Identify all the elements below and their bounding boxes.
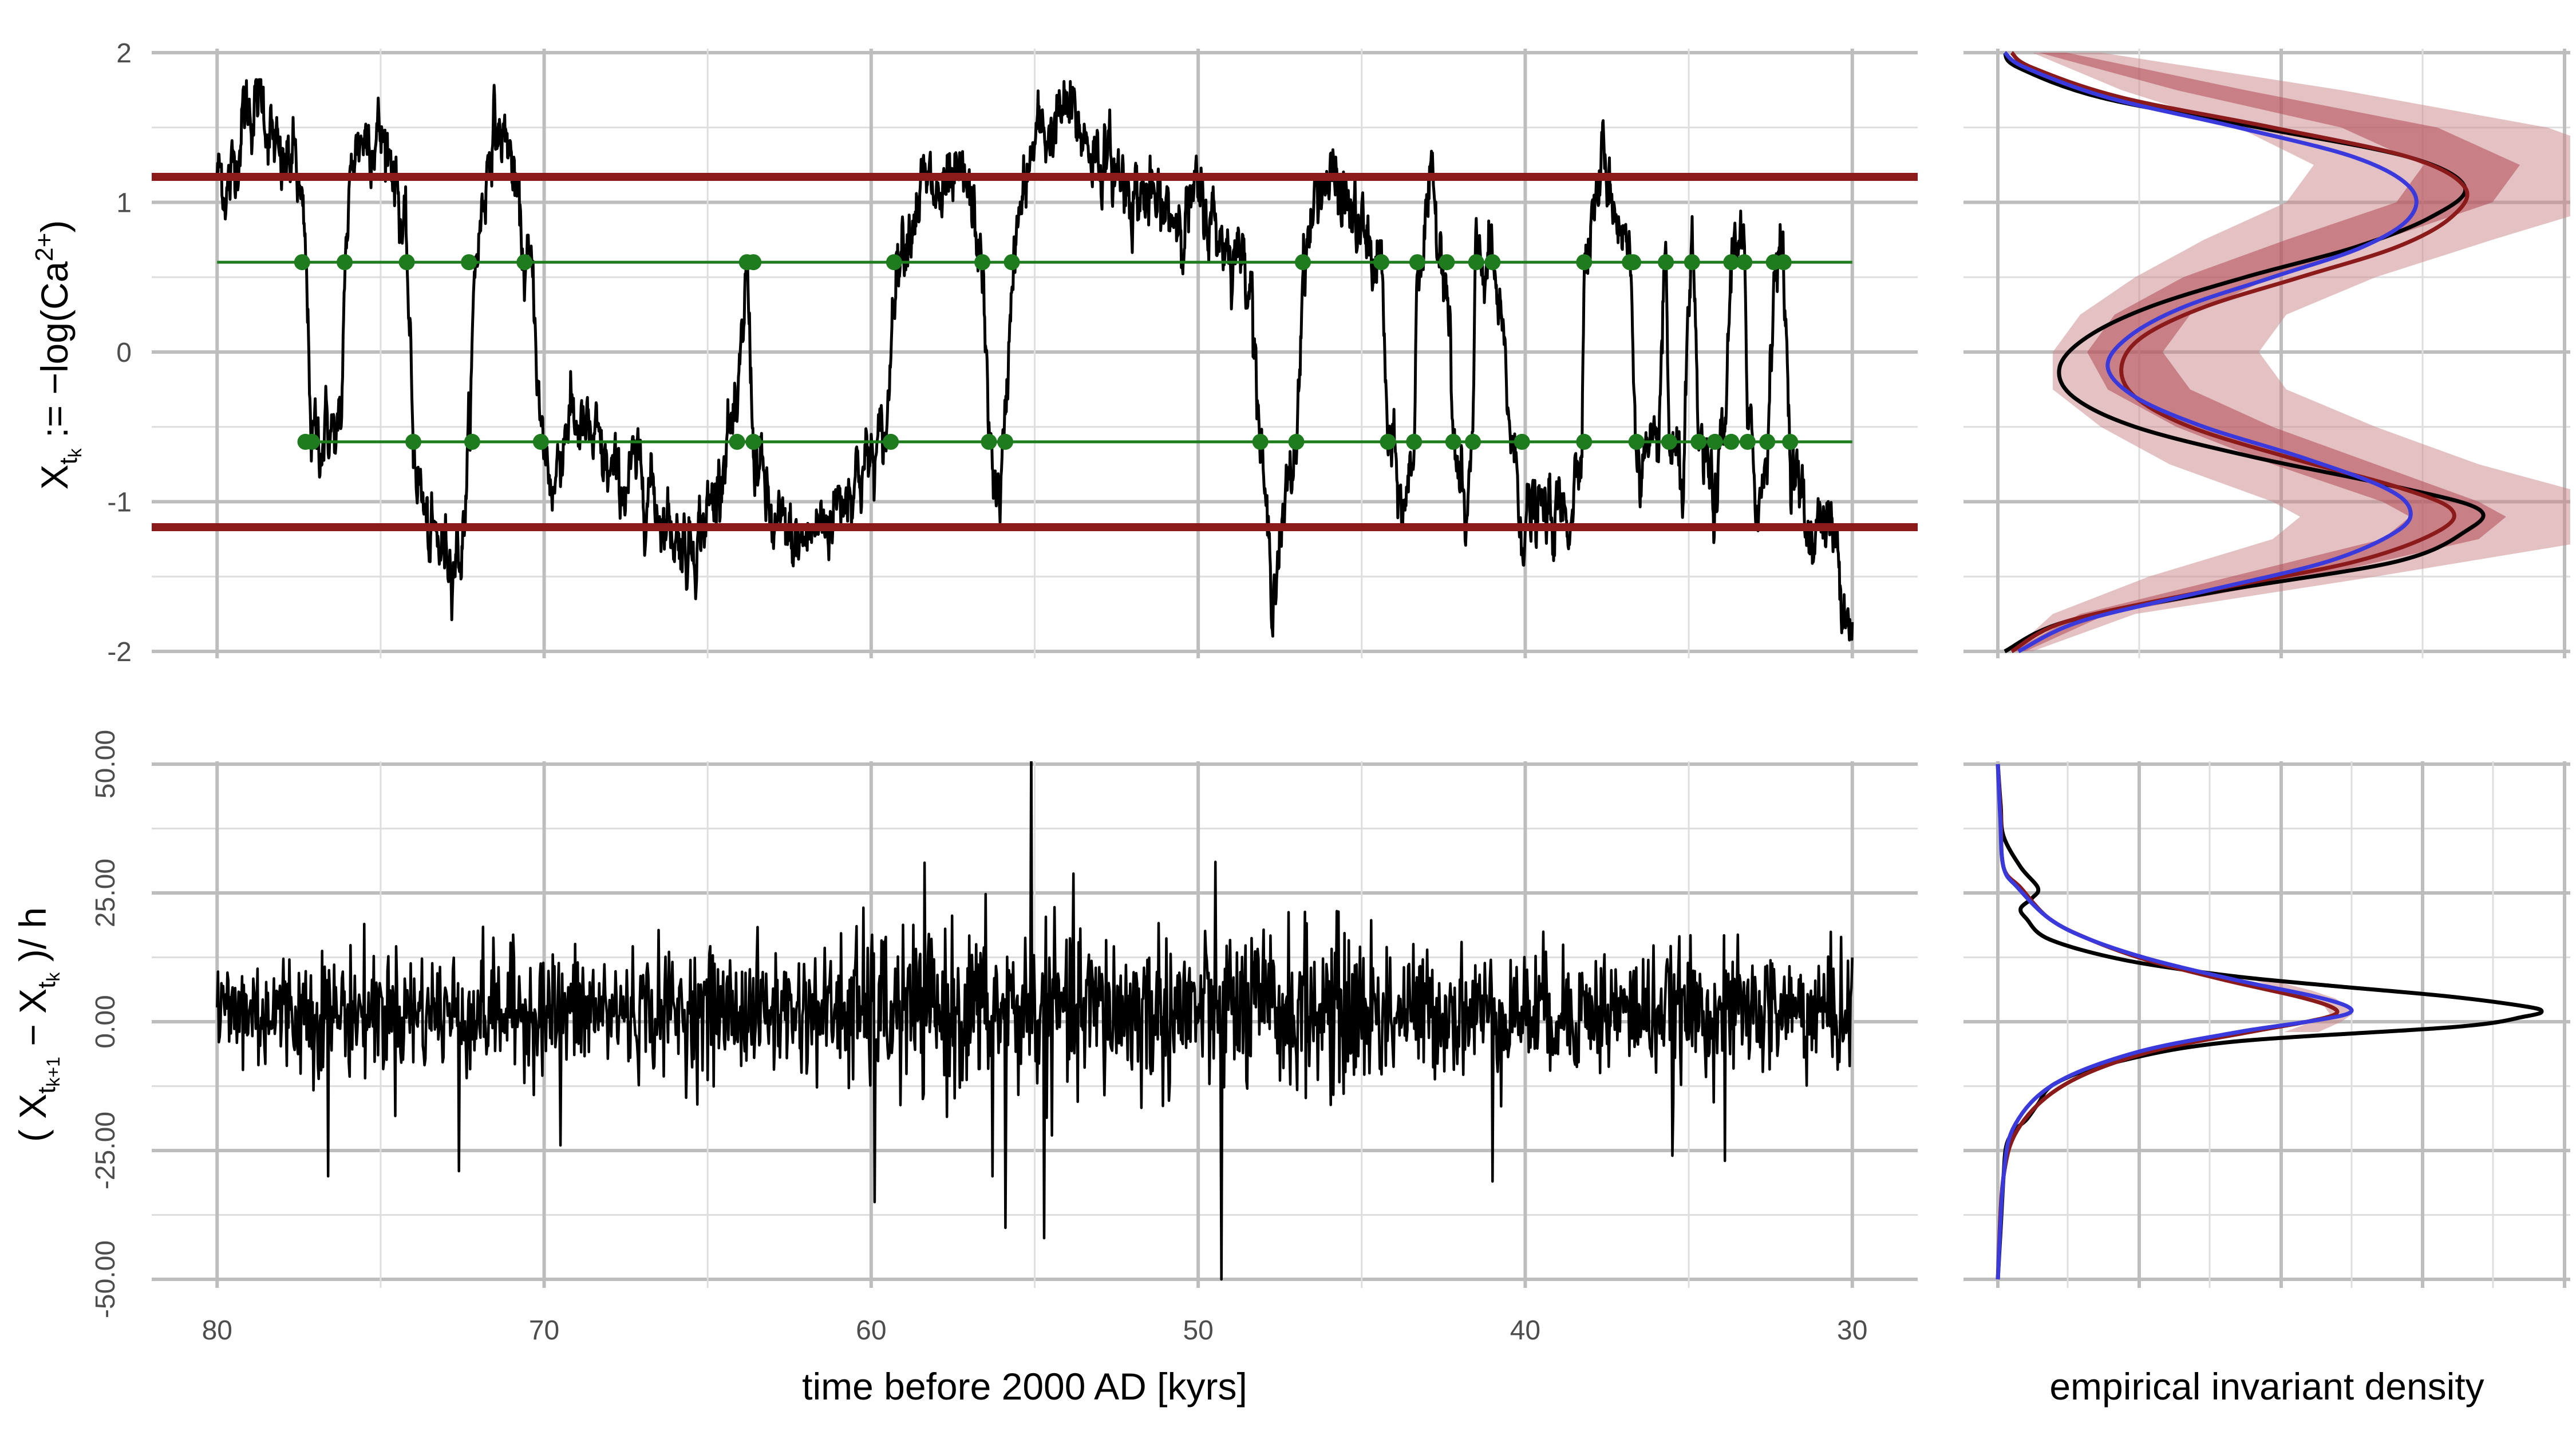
transition-point [974, 254, 991, 271]
transition-point [997, 433, 1014, 450]
increments-x-tick-labels: 80 70 60 50 40 30 [202, 1315, 1868, 1346]
y-tick-label: -1 [107, 488, 132, 518]
transition-point [1690, 433, 1707, 450]
density-band-inner [2012, 53, 2520, 651]
transition-point [1706, 433, 1723, 450]
transition-point [1484, 254, 1501, 271]
y-tick-label: 0 [116, 338, 132, 368]
increments-y-tick-labels: -50.00 -25.00 0.00 25.00 50.00 [90, 730, 121, 1318]
transition-point [337, 254, 353, 271]
transition-point [745, 433, 762, 450]
transition-point [398, 254, 415, 271]
transition-point [294, 254, 310, 271]
transition-point [1736, 254, 1753, 271]
x-tick-label: 50 [1183, 1315, 1213, 1346]
y-tick-label: -25.00 [90, 1112, 121, 1189]
timeseries-y-axis-title: Xtk := −log(Ca2+) [30, 220, 85, 490]
transition-point [1739, 433, 1756, 450]
density-curve [1996, 764, 2340, 1280]
transition-point [1775, 254, 1792, 271]
transition-point [1661, 433, 1677, 450]
transition-point [532, 433, 549, 450]
calcium-series-line [215, 78, 1854, 642]
y-tick-label: 25.00 [90, 859, 121, 927]
transition-point [981, 433, 997, 450]
x-tick-label: 40 [1510, 1315, 1540, 1346]
transition-point [1288, 433, 1305, 450]
transition-point [1684, 254, 1700, 271]
transition-point [1439, 254, 1455, 271]
y-tick-label: 50.00 [90, 730, 121, 798]
transition-point [1373, 254, 1390, 271]
y-tick-label: 2 [116, 38, 132, 69]
transition-point [1409, 254, 1425, 271]
panel-timeseries: -2 -1 0 1 2 Xtk := −log(Ca2+) [30, 38, 1918, 667]
transition-point [883, 433, 899, 450]
x-axis-title: time before 2000 AD [kyrs] [802, 1365, 1247, 1408]
y-tick-label: -50.00 [90, 1240, 121, 1318]
transition-point [516, 254, 533, 271]
transition-point [461, 254, 477, 271]
density-curve [1996, 764, 2354, 1280]
timeseries-y-tick-labels: -2 -1 0 1 2 [107, 38, 132, 667]
x-tick-label: 30 [1837, 1315, 1867, 1346]
transition-point [1252, 433, 1269, 450]
density-x-axis-title: empirical invariant density [2049, 1365, 2484, 1408]
transition-point [1003, 254, 1020, 271]
x-tick-label: 80 [202, 1315, 232, 1346]
transition-point [1759, 433, 1776, 450]
transition-point [1406, 433, 1423, 450]
transition-point [1782, 433, 1799, 450]
density-increments-curves [1996, 764, 2544, 1280]
transition-point [1628, 433, 1645, 450]
transition-point [1465, 433, 1481, 450]
transition-point [1576, 433, 1593, 450]
transition-point [1723, 254, 1740, 271]
transition-point [1445, 433, 1461, 450]
transition-point [1576, 254, 1593, 271]
transition-markers [217, 254, 1852, 450]
density-curve [2010, 51, 2470, 654]
transition-point [745, 254, 762, 271]
density-increments-grid [1963, 761, 2570, 1288]
density-curve [2003, 51, 2419, 654]
x-tick-label: 60 [856, 1315, 886, 1346]
transition-point [405, 433, 422, 450]
transition-point [1380, 433, 1396, 450]
transition-point [464, 433, 480, 450]
transition-point [1723, 433, 1740, 450]
increments-series-line [216, 761, 1854, 1281]
increments-y-axis-title: ( Xtk+1 − Xtk )/ h [11, 907, 64, 1142]
transition-point [1294, 254, 1311, 271]
transition-point [886, 254, 902, 271]
x-tick-label: 70 [529, 1315, 559, 1346]
transition-point [1625, 254, 1641, 271]
transition-point [729, 433, 745, 450]
transition-point [1658, 254, 1674, 271]
density-curves [2002, 51, 2486, 654]
transition-point [303, 433, 320, 450]
y-tick-label: 0.00 [90, 995, 121, 1048]
y-tick-label: -2 [107, 637, 132, 667]
panel-density-increments: empirical invariant density [1963, 761, 2570, 1408]
transition-point [1468, 254, 1484, 271]
transition-point [1514, 433, 1530, 450]
panel-density-levels [1963, 49, 2570, 658]
threshold-lines [152, 173, 1918, 531]
y-tick-label: 1 [116, 188, 132, 219]
